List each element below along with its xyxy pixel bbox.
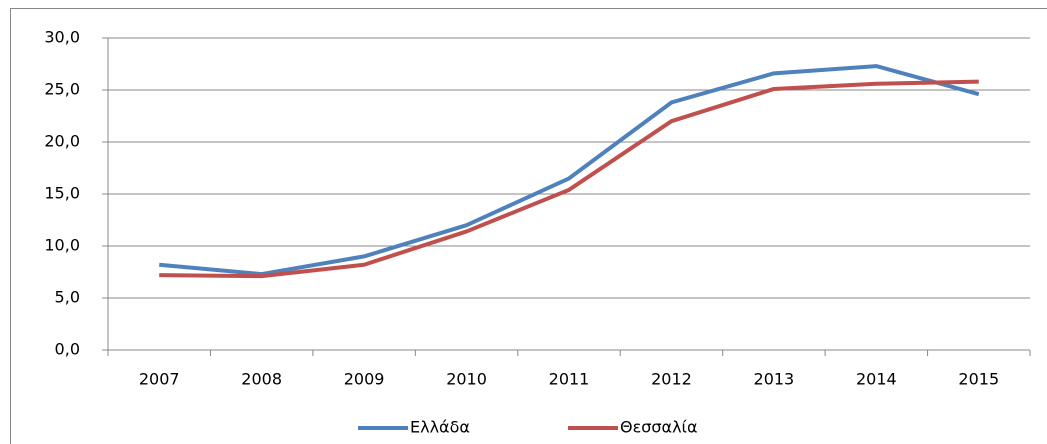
y-tick-label: 0,0 (55, 340, 80, 359)
legend-label: Θεσσαλία (620, 418, 698, 437)
x-tick-label: 2011 (549, 370, 590, 389)
y-tick-label: 15,0 (44, 184, 80, 203)
legend-label: Ελλάδα (410, 418, 470, 437)
y-tick-label: 20,0 (44, 132, 80, 151)
x-tick-label: 2009 (344, 370, 385, 389)
x-tick-label: 2012 (651, 370, 692, 389)
x-tick-label: 2010 (446, 370, 487, 389)
x-tick-label: 2013 (754, 370, 795, 389)
y-tick-label: 30,0 (44, 28, 80, 47)
series-line (159, 64, 980, 277)
x-tick-label: 2007 (139, 370, 180, 389)
y-tick-label: 10,0 (44, 236, 80, 255)
x-tick-label: 2015 (958, 370, 999, 389)
chart-border (10, 8, 1047, 444)
x-tick-label: 2014 (856, 370, 897, 389)
x-tick-label: 2008 (241, 370, 282, 389)
y-tick-label: 5,0 (55, 288, 80, 307)
y-tick-label: 25,0 (44, 80, 80, 99)
series-line (159, 79, 979, 279)
